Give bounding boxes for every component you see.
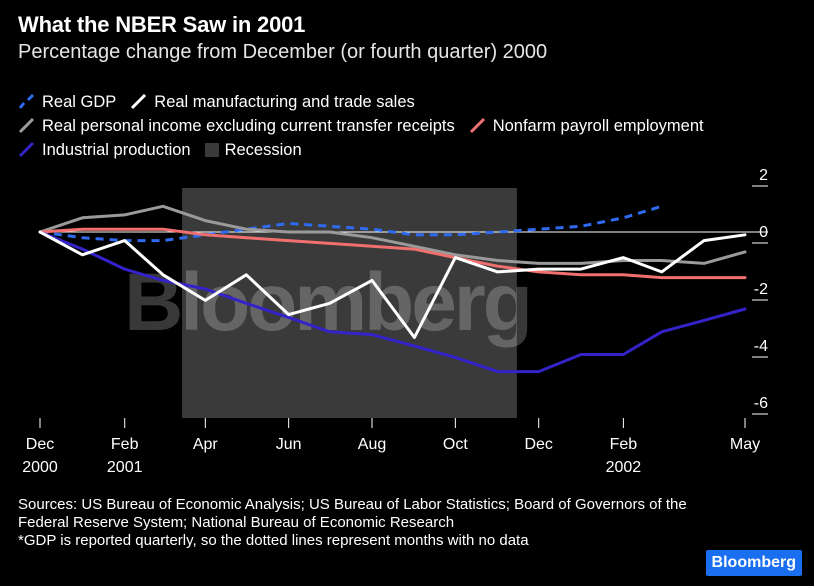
x-tick-label: Feb [111,436,139,453]
sources-block: Sources: US Bureau of Economic Analysis;… [18,496,698,550]
legend-item-manufacturing-sales: Real manufacturing and trade sales [130,90,415,114]
sources-text: Sources: US Bureau of Economic Analysis;… [18,496,687,531]
series-line-industrial-production [38,230,747,374]
y-tick-label: 2 [759,167,768,184]
footnote: *GDP is reported quarterly, so the dotte… [18,532,529,549]
x-tick-label: Feb [610,436,638,453]
legend-swatch-recession [204,143,219,157]
x-tick-label: May [730,436,760,453]
legend-label-manufacturing-sales: Real manufacturing and trade sales [154,93,415,111]
x-tick-label-year: 2002 [606,459,642,476]
y-axis: 2 0 -2 -4 -6 [752,167,768,415]
legend-label-industrial-production: Industrial production [42,141,191,159]
legend-label-payroll: Nonfarm payroll employment [492,117,704,135]
legend-swatch-payroll [469,118,485,134]
legend-row-3: Industrial production Recession [18,138,798,162]
x-tick-label: Oct [443,436,468,453]
legend-swatch-industrial-production [18,142,35,158]
legend-item-real-gdp: Real GDP [18,90,116,114]
legend-row-1: Real GDP Real manufacturing and trade sa… [18,90,798,114]
legend-swatch-real-gdp [18,94,35,109]
x-tick-label: Aug [358,436,386,453]
legend-item-industrial-production: Industrial production [18,138,191,162]
x-axis: Dec 2000 Feb 2001 Apr Jun Aug Oct Dec Feb 2002 May [22,418,760,476]
legend-item-recession: Recession [204,138,302,162]
x-tick-label-year: 2001 [107,459,143,476]
x-tick-label: Dec [26,436,54,453]
x-tick-label-year: 2000 [22,459,58,476]
x-tick-label: Apr [193,436,219,453]
y-tick-label: 0 [759,224,768,241]
chart-subtitle: Percentage change from December (or four… [18,41,548,63]
y-tick-label: -4 [754,338,768,355]
y-tick-label: -6 [754,395,768,412]
series-line-real-manufacturing-and-trade-sales [38,230,747,339]
series-lines [38,204,747,374]
legend-row-2: Real personal income excluding current t… [18,114,798,138]
legend-label-real-gdp: Real GDP [42,93,117,111]
legend: Real GDP Real manufacturing and trade sa… [18,90,798,162]
chart-title: What the NBER Saw in 2001 [18,12,306,37]
legend-swatch-personal-income [18,118,35,134]
legend-label-personal-income: Real personal income excluding current t… [42,117,455,135]
legend-swatch-manufacturing-sales [131,94,147,110]
legend-item-payroll: Nonfarm payroll employment [469,114,704,138]
series-line-nonfarm-payroll-employment [38,227,747,280]
bloomberg-logo-badge: Bloomberg [705,550,802,576]
series-line-real-gdp [39,204,663,243]
legend-label-recession: Recession [224,141,302,159]
x-tick-label: Jun [276,436,302,453]
legend-item-personal-income: Real personal income excluding current t… [18,114,455,138]
y-tick-label: -2 [754,281,768,298]
x-tick-label: Dec [524,436,552,453]
